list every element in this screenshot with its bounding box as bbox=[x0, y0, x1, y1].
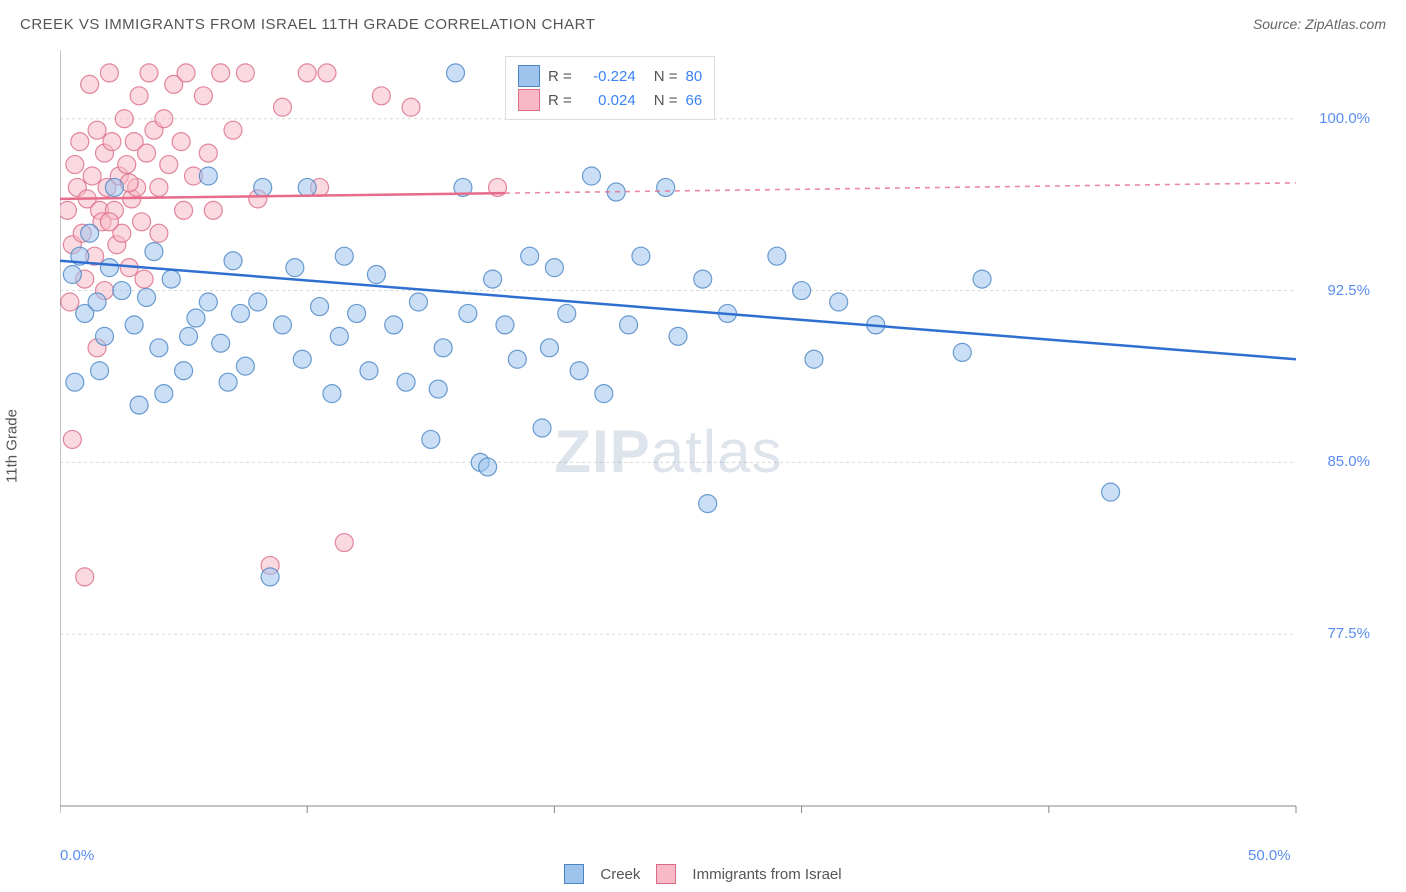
legend-swatch bbox=[518, 65, 540, 87]
legend-r-label: R = bbox=[548, 92, 572, 109]
series-legend: Creek Immigrants from Israel bbox=[0, 864, 1406, 884]
legend-n-value: 66 bbox=[685, 92, 702, 109]
y-tick-label: 77.5% bbox=[1327, 625, 1370, 642]
correlation-legend: R = -0.224 N = 80 R = 0.024 N = 66 bbox=[505, 56, 715, 120]
chart-header: CREEK VS IMMIGRANTS FROM ISRAEL 11TH GRA… bbox=[20, 16, 1386, 33]
x-tick-label: 50.0% bbox=[1248, 847, 1291, 864]
legend-r-value: -0.224 bbox=[580, 68, 636, 85]
y-axis-label: 11th Grade bbox=[4, 409, 21, 483]
legend-series-label: Immigrants from Israel bbox=[692, 866, 841, 883]
legend-swatch bbox=[564, 864, 584, 884]
y-tick-label: 92.5% bbox=[1327, 282, 1370, 299]
legend-r-value: 0.024 bbox=[580, 92, 636, 109]
legend-n-label: N = bbox=[654, 68, 678, 85]
chart-source: Source: ZipAtlas.com bbox=[1253, 16, 1386, 32]
x-tick-label: 0.0% bbox=[60, 847, 94, 864]
legend-n-value: 80 bbox=[685, 68, 702, 85]
plot-area: ZIPatlas R =-0.224N =80R =0.024N =66 77.… bbox=[60, 50, 1376, 832]
legend-row: R = -0.224 N = 80 bbox=[518, 65, 702, 87]
y-tick-label: 100.0% bbox=[1319, 110, 1370, 127]
legend-swatch bbox=[656, 864, 676, 884]
legend-series-label: Creek bbox=[600, 866, 640, 883]
y-tick-label: 85.0% bbox=[1327, 453, 1370, 470]
chart-title: CREEK VS IMMIGRANTS FROM ISRAEL 11TH GRA… bbox=[20, 16, 595, 33]
legend-row: R = 0.024 N = 66 bbox=[518, 89, 702, 111]
legend-swatch bbox=[518, 89, 540, 111]
scatter-plot-svg bbox=[60, 50, 1376, 832]
legend-n-label: N = bbox=[654, 92, 678, 109]
legend-r-label: R = bbox=[548, 68, 572, 85]
